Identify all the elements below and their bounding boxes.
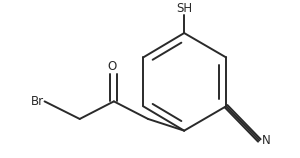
- Text: N: N: [262, 134, 271, 147]
- Text: SH: SH: [176, 3, 192, 15]
- Text: Br: Br: [31, 95, 44, 108]
- Text: O: O: [107, 60, 117, 73]
